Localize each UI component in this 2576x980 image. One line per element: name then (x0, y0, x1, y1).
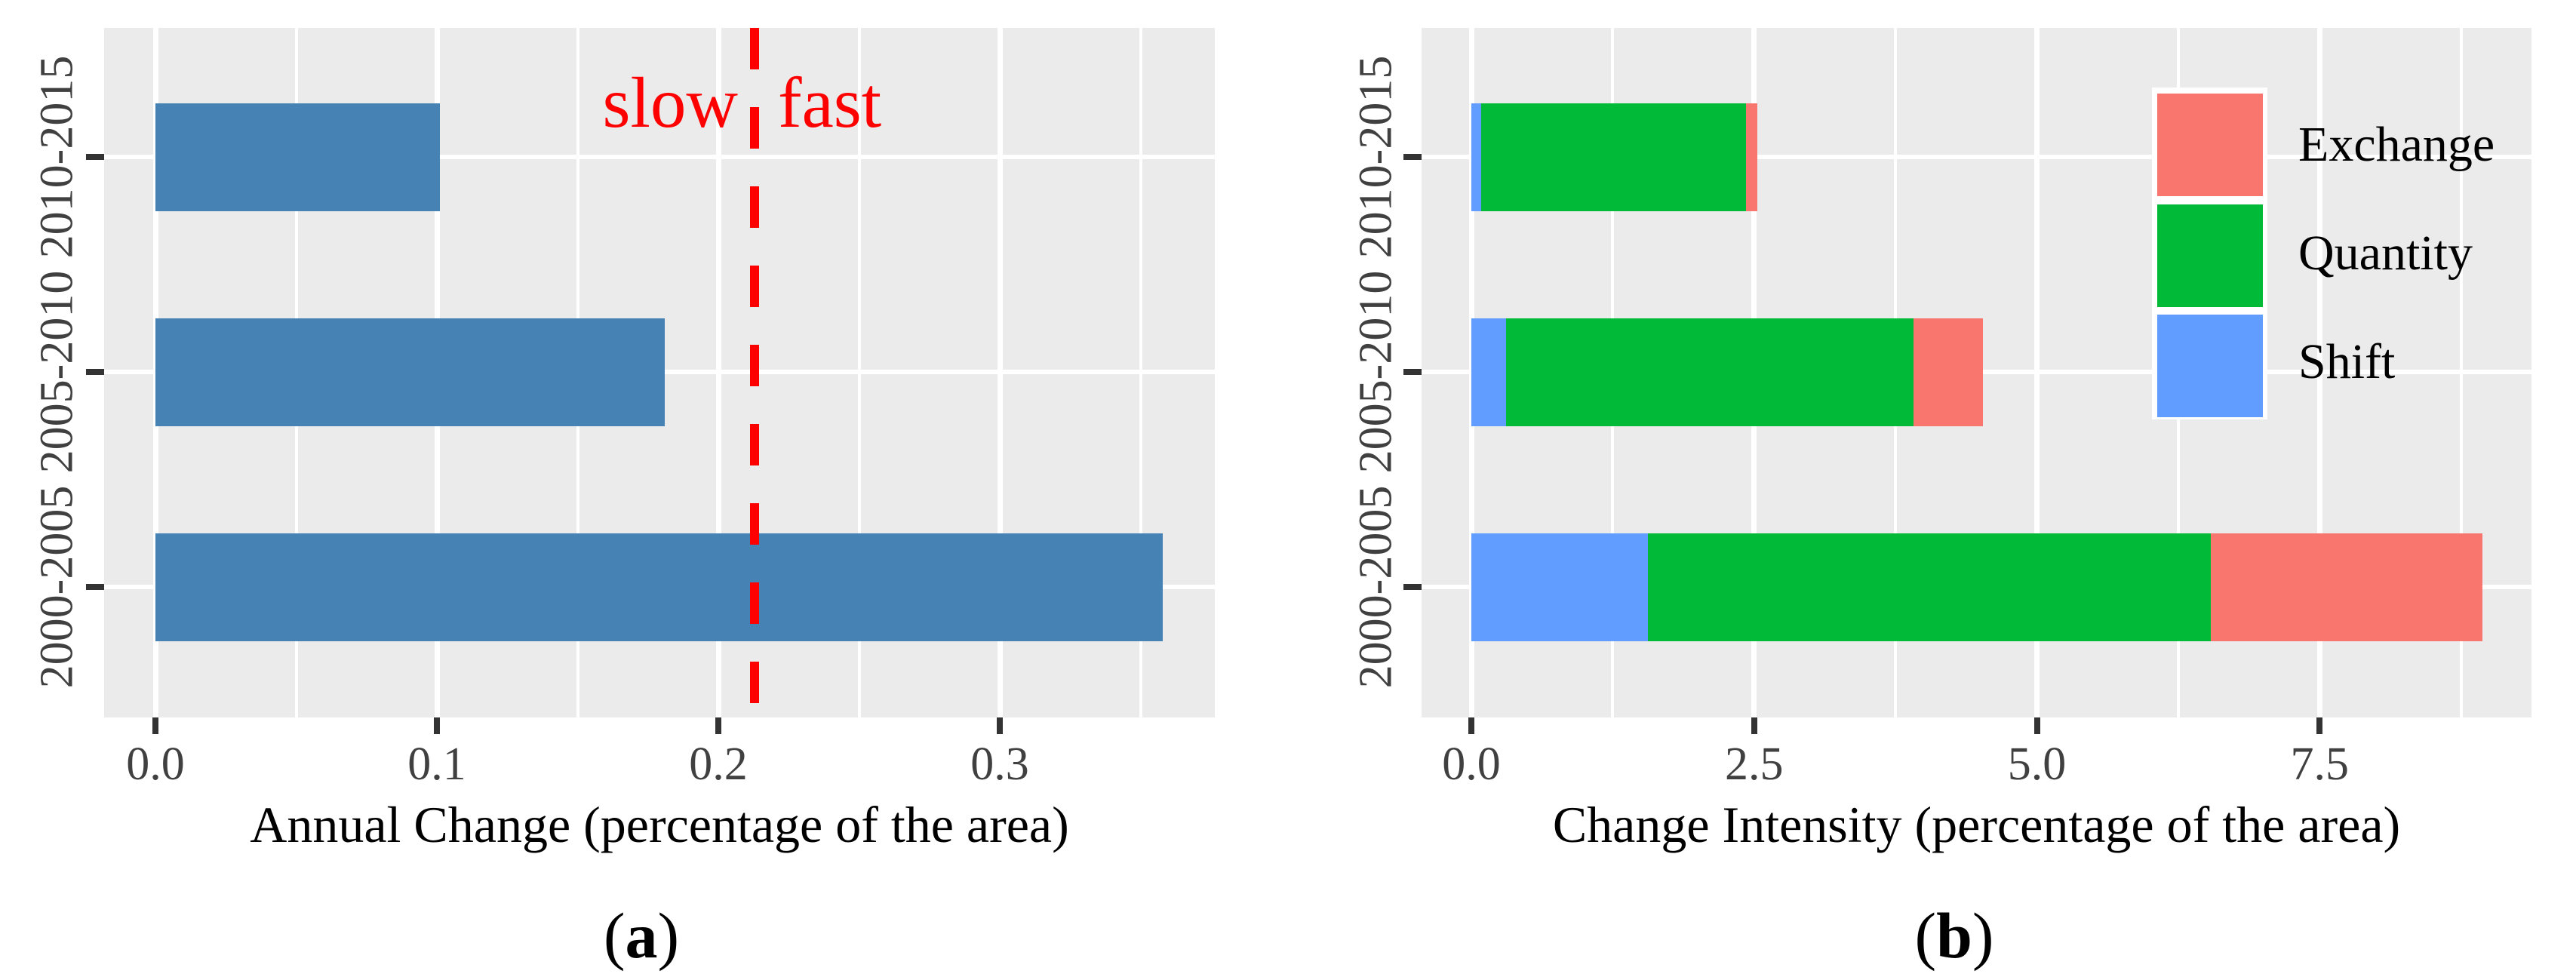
x-tick-mark (715, 717, 721, 734)
y-axis-label-2005-2010: 2005-2010 (1350, 270, 1402, 474)
y-tick-mark (86, 154, 104, 160)
gridline-major-vertical (2034, 28, 2040, 717)
y-tick-mark (1403, 154, 1422, 160)
legend-label-shift: Shift (2298, 334, 2396, 389)
caption-a-close: ) (657, 899, 680, 972)
gridline-minor-vertical (2459, 28, 2463, 717)
bar-segment-shift (1471, 318, 1507, 426)
gridline-minor-vertical (857, 28, 861, 717)
x-tick-mark (152, 717, 158, 734)
caption-b-open: ( (1914, 899, 1937, 972)
y-axis-label-2010-2015: 2010-2015 (31, 55, 83, 259)
legend-label-exchange: Exchange (2298, 117, 2495, 172)
bar-segment-quantity (1506, 318, 1914, 426)
bar-segment-quantity (1481, 103, 1747, 211)
x-tick-mark (997, 717, 1003, 734)
gridline-major-vertical (715, 28, 721, 717)
slow-annotation: slow (602, 63, 738, 143)
bar-segment-exchange (1914, 318, 1983, 426)
x-tick-label: 2.5 (1725, 739, 1784, 790)
gridline-horizontal (104, 155, 1215, 159)
x-tick-label: 0.3 (970, 739, 1029, 790)
caption-b-close: ) (1972, 899, 1994, 972)
y-tick-mark (86, 369, 104, 375)
y-axis-label-2000-2005: 2000-2005 (31, 485, 83, 689)
caption-a: (a) (490, 901, 792, 970)
legend-key-quantity (2157, 204, 2263, 307)
y-tick-mark (1403, 369, 1422, 375)
x-tick-mark (434, 717, 440, 734)
bar-2000-2005 (155, 533, 1164, 641)
gridline-minor-vertical (1139, 28, 1142, 717)
x-tick-label: 5.0 (2007, 739, 2067, 790)
x-tick-label: 7.5 (2290, 739, 2350, 790)
caption-a-open: ( (603, 899, 626, 972)
bar-segment-exchange (2211, 533, 2483, 641)
x-tick-label: 0.1 (407, 739, 466, 790)
bar-segment-shift (1471, 103, 1482, 211)
bar-2005-2010 (155, 318, 666, 426)
bar-segment-exchange (1746, 103, 1758, 211)
x-tick-mark (2316, 717, 2323, 734)
x-axis-title-annual-change: Annual Change (percentage of the area) (250, 796, 1069, 853)
y-tick-mark (1403, 584, 1422, 590)
bar-segment-shift (1471, 533, 1648, 641)
gridline-horizontal (1422, 155, 2531, 159)
bar-segment-quantity (1647, 533, 2212, 641)
x-tick-label: 0.0 (1442, 739, 1501, 790)
caption-b-letter: b (1936, 899, 1972, 972)
caption-a-letter: a (625, 899, 658, 972)
x-tick-mark (1468, 717, 1474, 734)
x-tick-mark (1751, 717, 1757, 734)
y-axis-label-2005-2010: 2005-2010 (31, 270, 83, 474)
legend-label-quantity: Quantity (2298, 226, 2473, 281)
y-axis-label-2000-2005: 2000-2005 (1350, 485, 1402, 689)
legend-key-exchange (2157, 94, 2263, 196)
x-tick-label: 0.0 (126, 739, 185, 790)
gridline-major-vertical (2316, 28, 2322, 717)
legend-key-shift (2157, 315, 2263, 418)
x-tick-label: 0.2 (689, 739, 748, 790)
gridline-major-vertical (997, 28, 1003, 717)
caption-b: (b) (1803, 901, 2105, 970)
reference-line-dashed (750, 28, 760, 717)
x-axis-title-change-intensity: Change Intensity (percentage of the area… (1552, 796, 2401, 853)
x-tick-mark (2033, 717, 2040, 734)
fast-annotation: fast (778, 63, 882, 143)
y-tick-mark (86, 584, 104, 590)
bar-2010-2015 (155, 103, 440, 211)
y-axis-label-2010-2015: 2010-2015 (1350, 55, 1402, 259)
